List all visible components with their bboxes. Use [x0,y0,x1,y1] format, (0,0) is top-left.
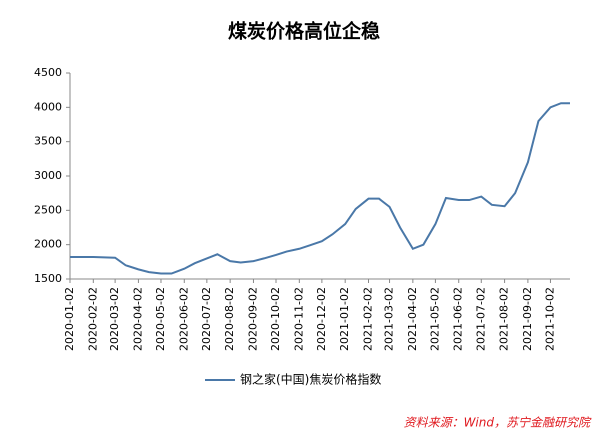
x-tick-label: 2021-04-02 [406,287,419,351]
y-tick-label: 4000 [34,100,62,113]
x-tick-label: 2021-06-02 [452,287,465,351]
x-tick-label: 2020-11-02 [292,287,305,351]
x-tick-label: 2020-07-02 [200,287,213,351]
source-note: 资料来源：Wind，苏宁金融研究院 [404,416,592,430]
chart-title: 煤炭价格高位企稳 [228,20,380,43]
y-tick-label: 3500 [34,135,62,148]
y-tick-label: 1500 [34,272,62,285]
x-tick-label: 2021-05-02 [428,287,441,351]
x-tick-label: 2021-07-02 [474,287,487,351]
x-tick-label: 2021-02-02 [361,287,374,351]
x-tick-label: 2021-08-02 [498,287,511,351]
x-tick-label: 2021-09-02 [521,287,534,351]
y-tick-label: 2500 [34,203,62,216]
x-tick-label: 2020-10-02 [269,287,282,351]
x-tick-label: 2020-08-02 [223,287,236,351]
x-tick-label: 2020-05-02 [154,287,167,351]
x-tick-label: 2021-03-02 [383,287,396,351]
x-tick-label: 2020-04-02 [131,287,144,351]
x-tick-label: 2020-01-02 [63,287,76,351]
x-tick-label: 2020-12-02 [315,287,328,351]
x-tick-label: 2020-09-02 [246,287,259,351]
x-tick-label: 2020-02-02 [86,287,99,351]
legend-label: 钢之家(中国)焦炭价格指数 [240,372,381,387]
x-tick-label: 2020-03-02 [108,287,121,351]
y-tick-label: 4500 [34,66,62,79]
y-tick-label: 3000 [34,169,62,182]
y-tick-label: 2000 [34,238,62,251]
x-tick-label: 2021-01-02 [338,287,351,351]
x-tick-label: 2020-06-02 [177,287,190,351]
data-line [70,102,570,275]
x-tick-label: 2021-10-02 [543,287,556,351]
